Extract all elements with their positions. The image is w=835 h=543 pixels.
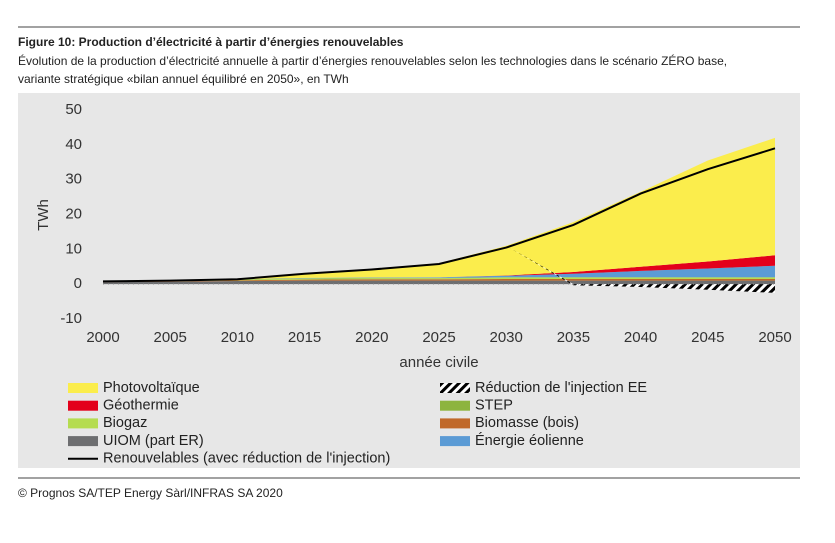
legend-swatch — [68, 400, 98, 411]
chart-subtitle: Évolution de la production d’électricité… — [18, 53, 727, 68]
line — [102, 147, 776, 283]
legend-label: UIOM (part ER) — [103, 433, 204, 449]
y-tick-label: 10 — [65, 240, 82, 257]
y-tick-label: 20 — [65, 205, 82, 222]
legend-label: Énergie éolienne — [475, 432, 584, 449]
x-axis-label: année civile — [399, 354, 478, 371]
legend-swatch — [440, 436, 470, 447]
legend-swatch — [68, 436, 98, 447]
x-tick-label: 2035 — [557, 329, 590, 346]
chart-title: Figure 10: Production d’électricité à pa… — [18, 35, 404, 49]
legend-swatch — [68, 383, 98, 393]
x-tick-label: 2030 — [490, 329, 523, 346]
x-tick-label: 2050 — [758, 329, 791, 346]
y-tick-label: -10 — [60, 310, 82, 327]
legend-label: STEP — [475, 398, 513, 414]
y-tick-label: 0 — [74, 275, 82, 292]
area — [103, 255, 775, 282]
legend-label: Biogaz — [103, 415, 147, 431]
legend-swatch — [68, 418, 98, 429]
area — [103, 245, 775, 293]
source: © Prognos SA/TEP Energy Sàrl/INFRAS SA 2… — [18, 486, 283, 500]
legend-label: Photovoltaïque — [103, 380, 200, 396]
x-tick-label: 2005 — [154, 329, 187, 346]
x-tick-label: 2025 — [422, 329, 455, 346]
legend-label: Biomasse (bois) — [475, 415, 579, 431]
x-tick-label: 2040 — [624, 329, 657, 346]
legend-swatch — [440, 383, 470, 393]
x-tick-label: 2020 — [355, 329, 388, 346]
legend-label: Renouvelables (avec réduction de l'injec… — [103, 451, 390, 467]
legend-label: Géothermie — [103, 398, 179, 414]
area — [103, 278, 775, 283]
legend-label: Réduction de l'injection EE — [475, 380, 647, 396]
x-tick-label: 2000 — [86, 329, 119, 346]
area — [103, 265, 775, 282]
area — [103, 277, 775, 282]
legend-swatch — [440, 400, 470, 411]
y-axis-label: TWh — [35, 199, 52, 231]
x-tick-label: 2010 — [221, 329, 254, 346]
area — [103, 280, 775, 285]
x-tick-label: 2015 — [288, 329, 321, 346]
y-tick-label: 30 — [65, 171, 82, 188]
legend-swatch — [440, 418, 470, 429]
y-tick-label: 40 — [65, 136, 82, 153]
x-tick-label: 2045 — [691, 329, 724, 346]
area — [103, 137, 775, 282]
y-tick-label: 50 — [65, 101, 82, 118]
chart-subtitle: variante stratégique «bilan annuel équil… — [18, 72, 349, 86]
